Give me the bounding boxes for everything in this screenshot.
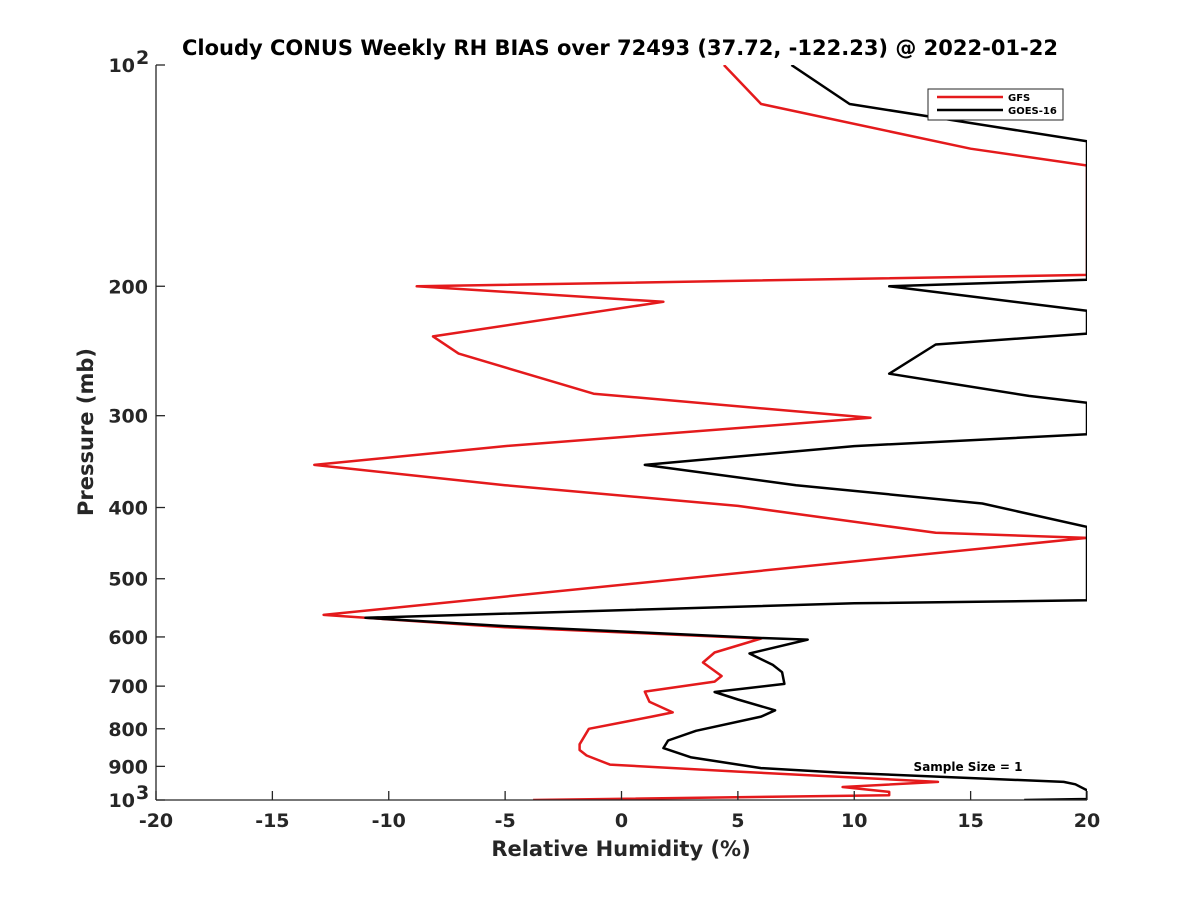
y-tick-label: 200 [108, 276, 148, 298]
x-tick-label: 15 [957, 810, 983, 832]
x-tick-layer: -20 -15 -10 -5 0 5 10 15 20 [139, 791, 1100, 832]
x-tick-label: -20 [139, 810, 173, 832]
x-tick-label: 5 [731, 810, 744, 832]
series-line-gfs [313, 65, 1087, 800]
y-tick-exponent: 3 [136, 782, 149, 804]
legend-box [927, 88, 1064, 121]
y-tick-label: 500 [108, 569, 148, 591]
axes-layer [155, 65, 1087, 801]
y-tick-label: 900 [108, 756, 148, 778]
x-axis-label: Relative Humidity (%) [491, 837, 750, 861]
y-tick-label: 400 [108, 498, 148, 520]
x-tick-label: -5 [495, 810, 516, 832]
y-tick-label: 800 [108, 719, 148, 741]
legend: GFS GOES-16 [927, 88, 1064, 121]
y-tick-label: 10 [109, 790, 135, 812]
y-tick-exponent: 2 [136, 47, 149, 69]
x-tick-label: -15 [255, 810, 289, 832]
y-tick-label: 600 [108, 627, 148, 649]
series-layer [313, 65, 1087, 800]
legend-label-goes16: GOES-16 [1008, 106, 1057, 117]
y-tick-label: 10 [109, 55, 135, 77]
x-tick-label: 10 [841, 810, 867, 832]
legend-label-gfs: GFS [1008, 93, 1030, 104]
x-tick-label: 0 [615, 810, 628, 832]
x-tick-label: -10 [372, 810, 406, 832]
chart-title: Cloudy CONUS Weekly RH BIAS over 72493 (… [182, 36, 1058, 60]
y-axis-label: Pressure (mb) [74, 348, 98, 516]
x-tick-label: 20 [1074, 810, 1100, 832]
sample-size-annotation: Sample Size = 1 [914, 760, 1023, 774]
series-line-goes16 [364, 65, 1087, 800]
y-tick-label: 300 [108, 406, 148, 428]
y-tick-label: 700 [108, 676, 148, 698]
